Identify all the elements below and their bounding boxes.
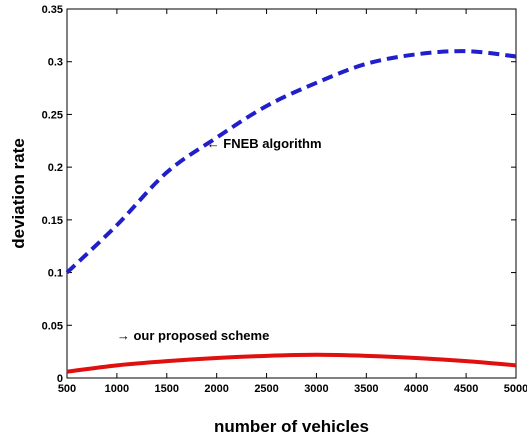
- annotation-label: ← FNEB algorithm: [207, 136, 322, 151]
- x-tick-label: 5000: [504, 383, 527, 395]
- y-tick-label: 0.05: [42, 320, 63, 332]
- annotation-layer: ← FNEB algorithm → our proposed scheme: [117, 136, 322, 343]
- y-tick-label: 0: [57, 373, 63, 385]
- x-tick-label: 1000: [105, 383, 129, 395]
- y-tick-label: 0.3: [48, 57, 63, 69]
- x-tick-label: 2000: [204, 383, 228, 395]
- x-tick-label: 1500: [155, 383, 179, 395]
- annotation-label: → our proposed scheme: [117, 328, 269, 343]
- y-tick-label: 0.15: [42, 215, 63, 227]
- y-tick-label: 0.25: [42, 109, 63, 121]
- x-tick-label: 500: [58, 383, 76, 395]
- x-axis-title: number of vehicles: [214, 417, 369, 436]
- y-tick-label: 0.1: [48, 268, 63, 280]
- x-tick-label: 4000: [404, 383, 428, 395]
- x-tick-label: 3000: [304, 383, 328, 395]
- y-axis-ticks: 0 0.05 0.1 0.15 0.2 0.25 0.3 0.35: [42, 4, 516, 385]
- y-tick-label: 0.2: [48, 162, 63, 174]
- x-tick-label: 2500: [254, 383, 278, 395]
- fneb-algorithm-line: [65, 49, 517, 275]
- x-axis-ticks: 500 1000 1500 2000 2500 3000 3500 4000 4500 5000: [58, 9, 527, 395]
- x-tick-label: 3500: [354, 383, 378, 395]
- plot-area: [66, 8, 517, 379]
- proposed-scheme-line: [66, 352, 517, 374]
- y-axis-title: deviation rate: [9, 138, 28, 249]
- x-tick-label: 4500: [454, 383, 478, 395]
- series-layer: [65, 49, 517, 374]
- y-tick-label: 0.35: [42, 4, 63, 16]
